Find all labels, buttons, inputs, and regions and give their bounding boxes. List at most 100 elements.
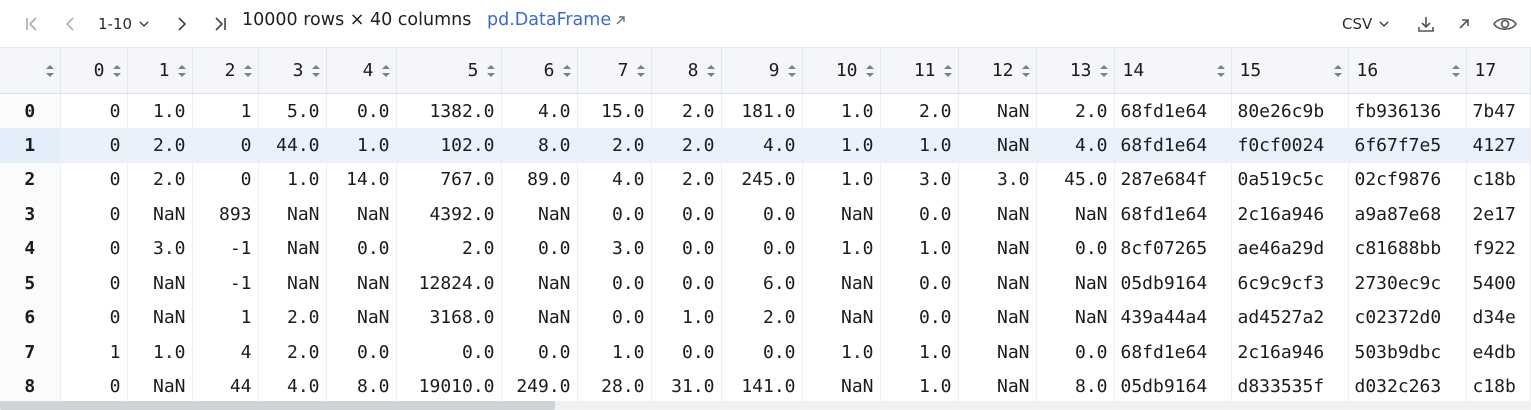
- table-cell[interactable]: 1.0: [577, 335, 652, 370]
- table-cell[interactable]: 1: [60, 335, 128, 370]
- column-header-17[interactable]: 17: [1466, 47, 1531, 94]
- table-row[interactable]: 8 0 NaN 44 4.0 8.0 19010.0 249.0 28.0 31.0 141.0 Na…: [0, 369, 1531, 404]
- page-range-select[interactable]: 1-10: [98, 12, 150, 36]
- table-cell[interactable]: a9a87e68: [1348, 197, 1467, 232]
- table-cell[interactable]: NaN: [1036, 266, 1115, 301]
- table-cell[interactable]: 19010.0: [396, 369, 502, 404]
- table-cell[interactable]: 245.0: [721, 162, 803, 197]
- table-cell[interactable]: 14.0: [326, 162, 397, 197]
- table-cell[interactable]: 0: [60, 266, 128, 301]
- table-cell[interactable]: 0.0: [880, 197, 959, 232]
- table-cell[interactable]: NaN: [958, 266, 1037, 301]
- column-header-13[interactable]: 13: [1036, 47, 1115, 94]
- table-cell[interactable]: d833535f: [1231, 369, 1349, 404]
- column-header-11[interactable]: 11: [880, 47, 959, 94]
- table-cell[interactable]: 0.0: [1036, 231, 1115, 266]
- table-cell[interactable]: 7b47: [1466, 93, 1531, 128]
- table-cell[interactable]: 15.0: [577, 93, 652, 128]
- table-cell[interactable]: 1.0: [802, 128, 881, 163]
- first-page-icon[interactable]: [20, 12, 44, 36]
- table-cell[interactable]: 8.0: [326, 369, 397, 404]
- table-cell[interactable]: NaN: [326, 266, 397, 301]
- table-cell[interactable]: 0: [60, 369, 128, 404]
- table-cell[interactable]: 0.0: [577, 300, 652, 335]
- table-cell[interactable]: 4.0: [258, 369, 327, 404]
- table-cell[interactable]: 6.0: [721, 266, 803, 301]
- table-cell[interactable]: c02372d0: [1348, 300, 1467, 335]
- table-row[interactable]: 5 0 NaN -1 NaN NaN 12824.0 NaN 0.0 0.0 6.0 NaN 0.0 Na…: [0, 266, 1531, 301]
- table-cell[interactable]: e4db: [1466, 335, 1531, 370]
- table-cell[interactable]: 0: [192, 128, 259, 163]
- column-header-1[interactable]: 1: [127, 47, 193, 94]
- table-cell[interactable]: d032c263: [1348, 369, 1467, 404]
- next-page-icon[interactable]: [170, 12, 194, 36]
- table-cell[interactable]: 4: [192, 335, 259, 370]
- table-cell[interactable]: NaN: [127, 266, 193, 301]
- column-header-14[interactable]: 14: [1114, 47, 1232, 94]
- column-header-7[interactable]: 7: [577, 47, 652, 94]
- table-cell[interactable]: NaN: [958, 300, 1037, 335]
- table-cell[interactable]: 1.0: [880, 128, 959, 163]
- table-cell[interactable]: 4127: [1466, 128, 1531, 163]
- table-cell[interactable]: 2.0: [1036, 93, 1115, 128]
- table-row[interactable]: 6 0 NaN 1 2.0 NaN 3168.0 NaN 0.0 1.0 2.0 NaN 0.0 NaN N…: [0, 300, 1531, 335]
- table-cell[interactable]: d34e: [1466, 300, 1531, 335]
- table-cell[interactable]: 249.0: [501, 369, 578, 404]
- column-header-5[interactable]: 5: [396, 47, 502, 94]
- table-cell[interactable]: 0: [60, 93, 128, 128]
- table-row[interactable]: 7 1 1.0 4 2.0 0.0 0.0 0.0 1.0 0.0 0.0 1.0 1.0 NaN 0.0 6…: [0, 335, 1531, 370]
- table-cell[interactable]: -1: [192, 266, 259, 301]
- table-cell[interactable]: 2.0: [258, 335, 327, 370]
- table-cell[interactable]: NaN: [958, 369, 1037, 404]
- column-header-6[interactable]: 6: [501, 47, 578, 94]
- dataframe-type-link[interactable]: pd.DataFrame: [487, 10, 626, 30]
- table-cell[interactable]: NaN: [802, 369, 881, 404]
- table-cell[interactable]: NaN: [802, 266, 881, 301]
- table-cell[interactable]: 0.0: [721, 231, 803, 266]
- horizontal-scrollbar[interactable]: [0, 401, 1531, 410]
- table-cell[interactable]: 2.0: [880, 93, 959, 128]
- table-cell[interactable]: 89.0: [501, 162, 578, 197]
- column-header-15[interactable]: 15: [1231, 47, 1349, 94]
- table-cell[interactable]: 2730ec9c: [1348, 266, 1467, 301]
- index-header[interactable]: [0, 47, 61, 94]
- table-cell[interactable]: 2.0: [127, 162, 193, 197]
- table-cell[interactable]: NaN: [1036, 197, 1115, 232]
- table-cell[interactable]: NaN: [326, 197, 397, 232]
- table-cell[interactable]: NaN: [802, 300, 881, 335]
- table-cell[interactable]: 0.0: [721, 335, 803, 370]
- table-cell[interactable]: 68fd1e64: [1114, 197, 1232, 232]
- table-cell[interactable]: 8cf07265: [1114, 231, 1232, 266]
- table-cell[interactable]: 0.0: [1036, 335, 1115, 370]
- table-cell[interactable]: 1.0: [651, 300, 722, 335]
- table-cell[interactable]: 0.0: [577, 197, 652, 232]
- table-cell[interactable]: 0a519c5c: [1231, 162, 1349, 197]
- table-cell[interactable]: 2.0: [651, 162, 722, 197]
- table-row[interactable]: 0 0 1.0 1 5.0 0.0 1382.0 4.0 15.0 2.0 181.0 1.0 2.0 N…: [0, 93, 1531, 128]
- table-cell[interactable]: 4.0: [501, 93, 578, 128]
- table-cell[interactable]: 2.0: [127, 128, 193, 163]
- table-cell[interactable]: 0: [60, 197, 128, 232]
- table-cell[interactable]: 5400: [1466, 266, 1531, 301]
- table-cell[interactable]: 05db9164: [1114, 369, 1232, 404]
- table-cell[interactable]: 45.0: [1036, 162, 1115, 197]
- table-cell[interactable]: 0.0: [651, 335, 722, 370]
- column-header-9[interactable]: 9: [721, 47, 803, 94]
- table-cell[interactable]: c81688bb: [1348, 231, 1467, 266]
- download-icon[interactable]: [1414, 12, 1438, 36]
- table-cell[interactable]: 68fd1e64: [1114, 128, 1232, 163]
- table-cell[interactable]: 1.0: [802, 162, 881, 197]
- table-cell[interactable]: 2.0: [651, 93, 722, 128]
- table-cell[interactable]: 05db9164: [1114, 266, 1232, 301]
- table-cell[interactable]: 0.0: [326, 231, 397, 266]
- table-cell[interactable]: 1.0: [880, 369, 959, 404]
- table-row[interactable]: 3 0 NaN 893 NaN NaN 4392.0 NaN 0.0 0.0 0.0 NaN 0.0 Na…: [0, 197, 1531, 232]
- table-cell[interactable]: 0: [60, 231, 128, 266]
- table-cell[interactable]: NaN: [258, 231, 327, 266]
- column-header-3[interactable]: 3: [258, 47, 327, 94]
- table-cell[interactable]: NaN: [958, 128, 1037, 163]
- table-cell[interactable]: 2e17: [1466, 197, 1531, 232]
- table-cell[interactable]: 68fd1e64: [1114, 335, 1232, 370]
- table-cell[interactable]: 1.0: [258, 162, 327, 197]
- table-cell[interactable]: 1.0: [802, 335, 881, 370]
